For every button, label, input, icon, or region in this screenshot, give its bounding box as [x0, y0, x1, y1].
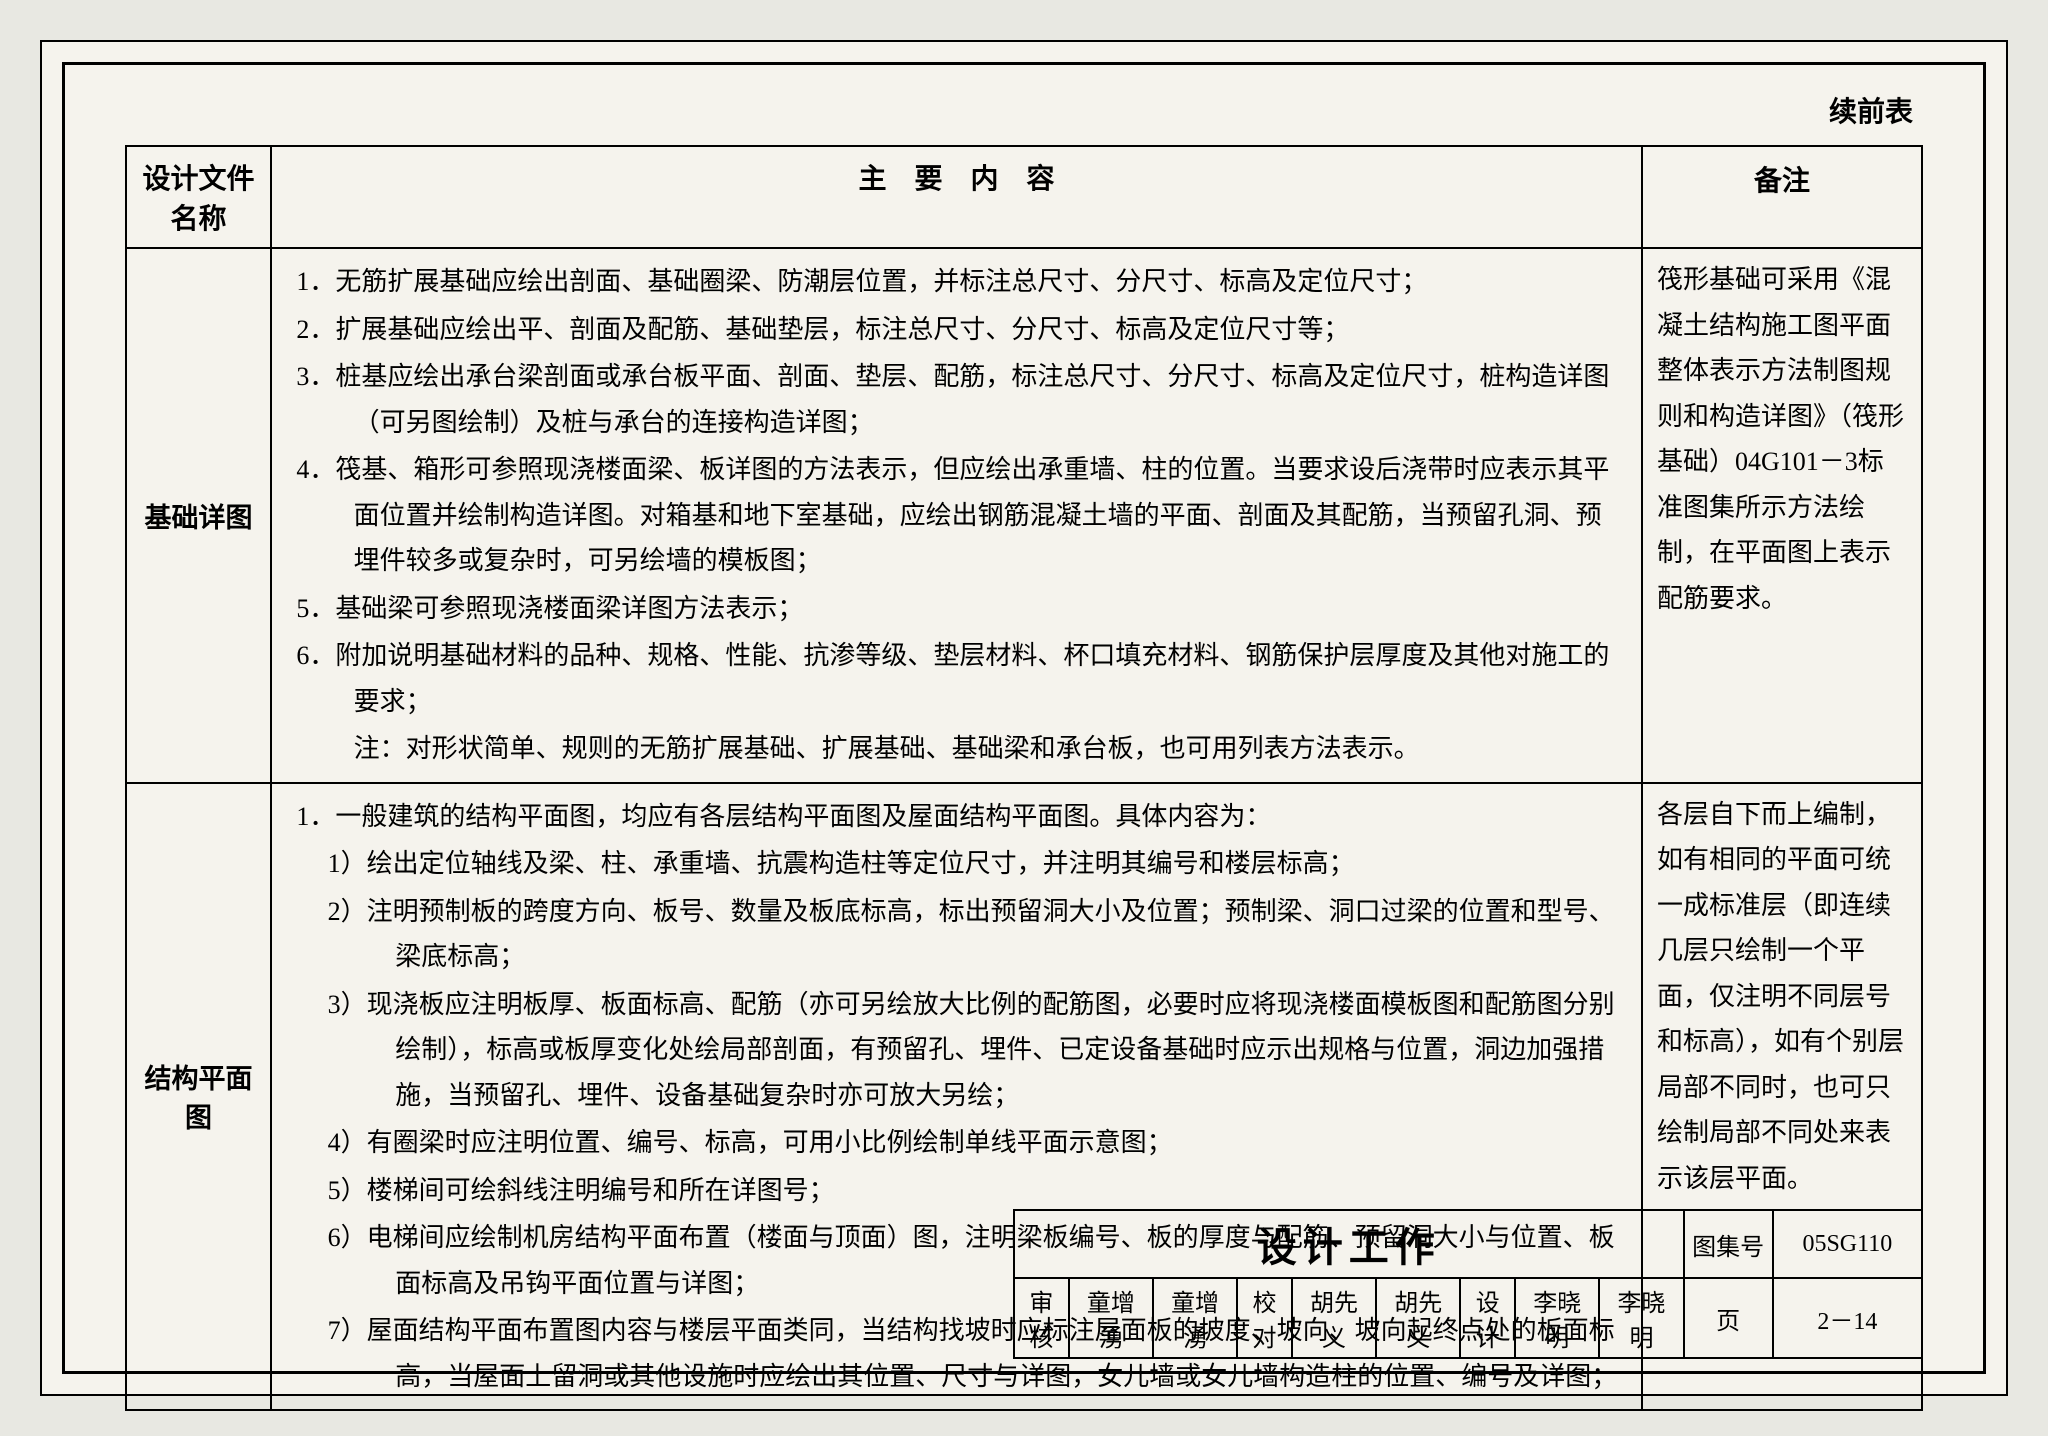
content-note: 注：对形状简单、规则的无筋扩展基础、扩展基础、基础梁和承台板，也可用列表方法表示…: [286, 726, 1627, 772]
page-label: 页: [1684, 1278, 1773, 1358]
content-subitem: 5）楼梯间可绘斜线注明编号和所在详图号；: [286, 1168, 1627, 1214]
content-item: 4．筏基、箱形可参照现浇楼面梁、板详图的方法表示，但应绘出承重墙、柱的位置。当要…: [286, 447, 1627, 584]
content-item: 1．无筋扩展基础应绘出剖面、基础圈梁、防潮层位置，并标注总尺寸、分尺寸、标高及定…: [286, 259, 1627, 305]
review-name: 童增湧: [1069, 1278, 1153, 1358]
content-item: 5．基础梁可参照现浇楼面梁详图方法表示；: [286, 586, 1627, 632]
code-value: 05SG110: [1773, 1210, 1922, 1278]
review-label: 审核: [1014, 1278, 1069, 1358]
row-name: 基础详图: [126, 248, 271, 783]
row-content: 1．无筋扩展基础应绘出剖面、基础圈梁、防潮层位置，并标注总尺寸、分尺寸、标高及定…: [271, 248, 1642, 783]
content-item: 6．附加说明基础材料的品种、规格、性能、抗渗等级、垫层材料、杯口填充材料、钢筋保…: [286, 633, 1627, 724]
table-row: 基础详图 1．无筋扩展基础应绘出剖面、基础圈梁、防潮层位置，并标注总尺寸、分尺寸…: [126, 248, 1922, 783]
proof-signature: 胡先义: [1376, 1278, 1460, 1358]
proof-label: 校对: [1237, 1278, 1292, 1358]
design-signature: 李晓明: [1599, 1278, 1683, 1358]
content-subitem: 2）注明预制板的跨度方向、板号、数量及板底标高，标出预留洞大小及位置；预制梁、洞…: [286, 889, 1627, 980]
row-name: 结构平面图: [126, 783, 271, 1411]
continued-label: 续前表: [1829, 90, 1913, 130]
content-subitem: 4）有圈梁时应注明位置、编号、标高，可用小比例绘制单线平面示意图；: [286, 1120, 1627, 1166]
drawing-title: 设计工作: [1014, 1210, 1684, 1278]
design-label: 设计: [1460, 1278, 1515, 1358]
header-content: 主 要 内 容: [271, 146, 1642, 248]
code-label: 图集号: [1684, 1210, 1773, 1278]
content-item: 3．桩基应绘出承台梁剖面或承台板平面、剖面、垫层、配筋，标注总尺寸、分尺寸、标高…: [286, 354, 1627, 445]
proof-name: 胡先义: [1292, 1278, 1376, 1358]
review-signature: 童增湧: [1153, 1278, 1237, 1358]
design-name: 李晓明: [1515, 1278, 1599, 1358]
header-name: 设计文件名称: [126, 146, 271, 248]
title-block-row: 设计工作 图集号 05SG110: [1014, 1210, 1922, 1278]
row-remark: 筏形基础可采用《混凝土结构施工图平面整体表示方法制图规则和构造详图》（筏形基础）…: [1642, 248, 1922, 783]
title-block: 设计工作 图集号 05SG110 审核 童增湧 童增湧 校对 胡先义 胡先义 设…: [1013, 1209, 1923, 1359]
page-sheet: 续前表 设计文件名称 主 要 内 容 备注 基础详图 1．无筋扩展基础应绘出剖面…: [40, 40, 2008, 1396]
title-block-row: 审核 童增湧 童增湧 校对 胡先义 胡先义 设计 李晓明 李晓明 页 2－14: [1014, 1278, 1922, 1358]
table-header-row: 设计文件名称 主 要 内 容 备注: [126, 146, 1922, 248]
page-value: 2－14: [1773, 1278, 1922, 1358]
header-remark: 备注: [1642, 146, 1922, 248]
content-subitem: 1）绘出定位轴线及梁、柱、承重墙、抗震构造柱等定位尺寸，并注明其编号和楼层标高；: [286, 841, 1627, 887]
content-item: 2．扩展基础应绘出平、剖面及配筋、基础垫层，标注总尺寸、分尺寸、标高及定位尺寸等…: [286, 307, 1627, 353]
drawing-frame: 续前表 设计文件名称 主 要 内 容 备注 基础详图 1．无筋扩展基础应绘出剖面…: [62, 62, 1986, 1374]
content-subitem: 3）现浇板应注明板厚、板面标高、配筋（亦可另绘放大比例的配筋图，必要时应将现浇楼…: [286, 982, 1627, 1119]
content-lead: 1．一般建筑的结构平面图，均应有各层结构平面图及屋面结构平面图。具体内容为：: [286, 794, 1627, 840]
